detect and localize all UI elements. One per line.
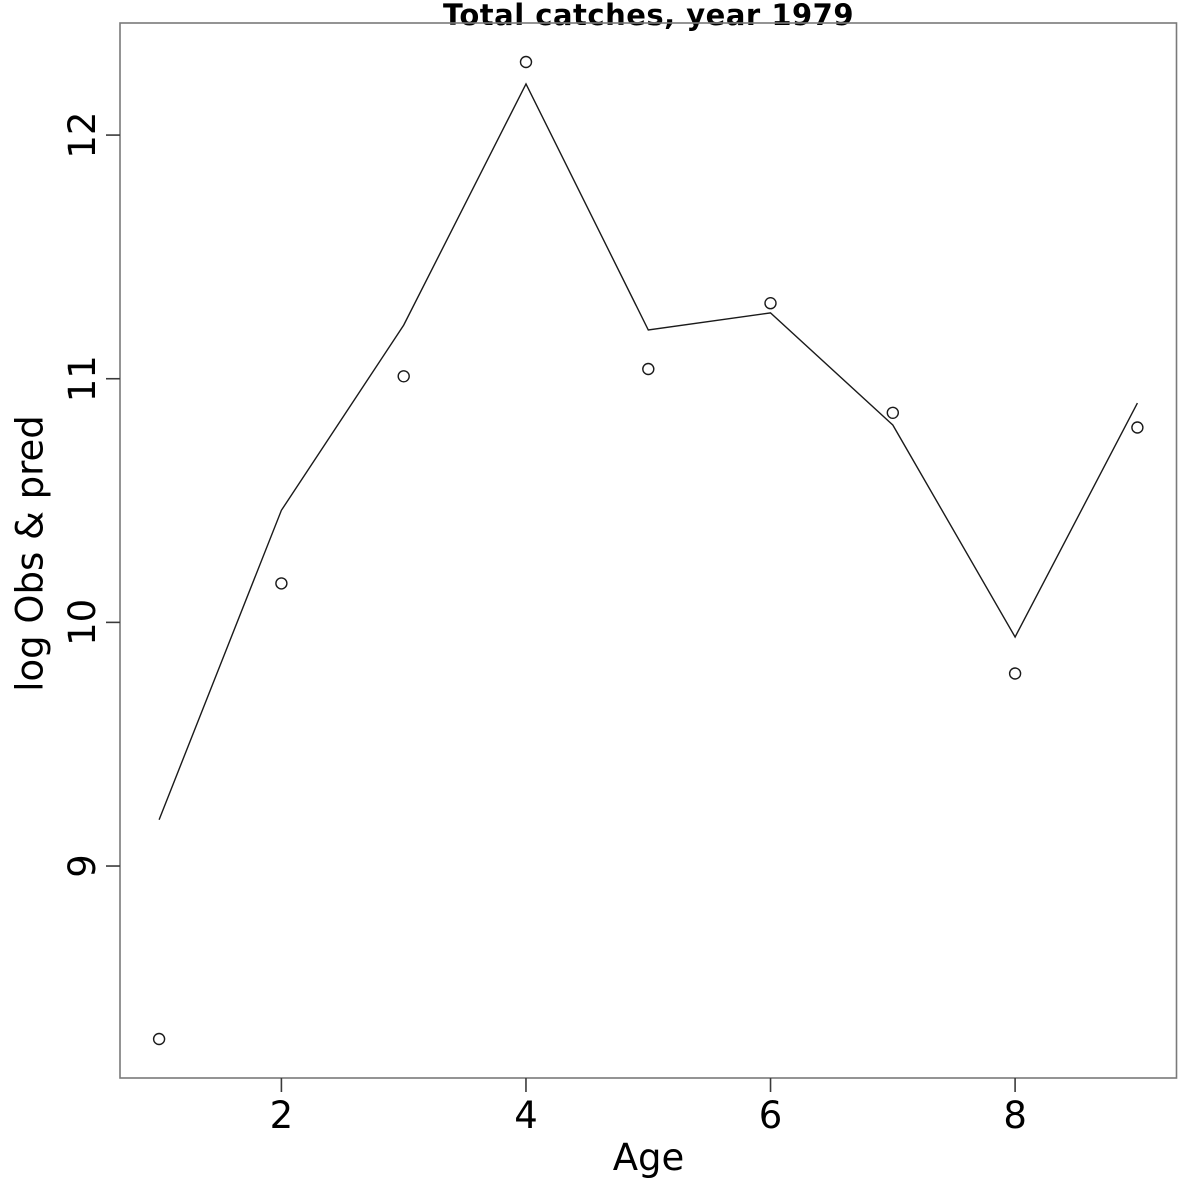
x-tick-label: 6 bbox=[759, 1094, 783, 1137]
obs-point bbox=[642, 362, 655, 376]
y-tick-label: 9 bbox=[61, 854, 104, 878]
x-axis-label: Age bbox=[612, 1136, 685, 1179]
y-tick-label: 12 bbox=[61, 112, 104, 159]
obs-point bbox=[886, 406, 899, 419]
x-tick-label: 8 bbox=[1003, 1094, 1027, 1137]
obs-point bbox=[275, 577, 288, 590]
pred-line bbox=[158, 82, 1139, 820]
obs-point bbox=[1131, 421, 1144, 434]
y-tick-label: 10 bbox=[61, 599, 104, 646]
obs-point bbox=[152, 1032, 166, 1046]
x-tick-label: 4 bbox=[514, 1094, 538, 1137]
x-tick-label: 2 bbox=[270, 1094, 294, 1137]
plot-box bbox=[119, 22, 1178, 1079]
obs-point bbox=[1008, 667, 1022, 680]
obs-point bbox=[764, 297, 777, 310]
chart-title: Total catches, year 1979 bbox=[442, 0, 855, 32]
y-tick-label: 11 bbox=[61, 355, 104, 402]
obs-point bbox=[519, 55, 533, 69]
obs-point bbox=[397, 370, 410, 383]
